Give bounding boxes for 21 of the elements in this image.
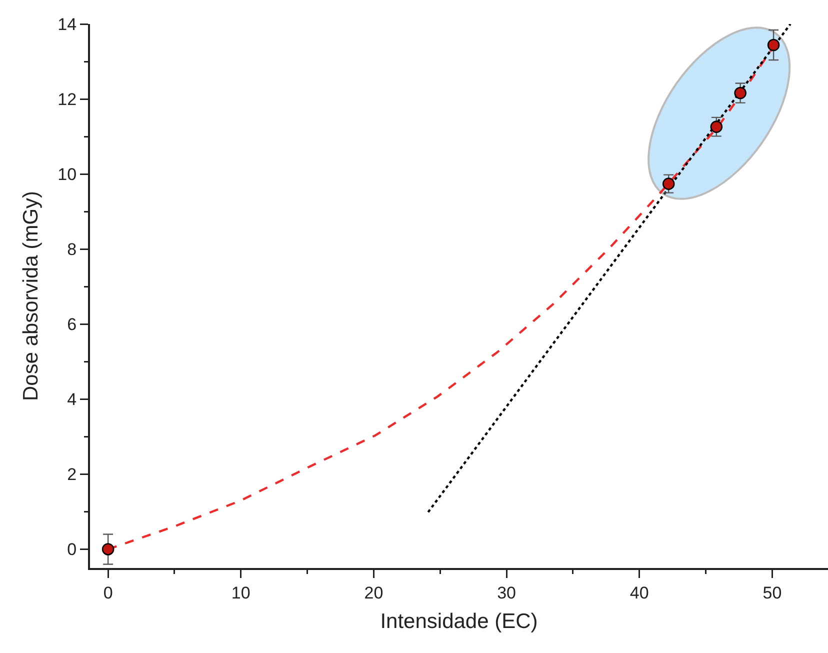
x-tick-label: 30 <box>497 583 516 602</box>
x-tick-label: 10 <box>231 583 250 602</box>
x-tick-label: 50 <box>762 583 782 602</box>
x-axis-title: Intensidade (EC) <box>380 610 538 634</box>
point <box>767 38 780 52</box>
point <box>102 543 114 556</box>
y-tick-label: 10 <box>58 165 77 184</box>
y-tick-label: 8 <box>67 240 77 260</box>
point <box>662 178 675 190</box>
y-tick-label: 14 <box>58 14 77 34</box>
point <box>734 86 746 100</box>
x-tick-label: 0 <box>103 583 113 602</box>
y-axis-title: Dose absorvida (mGy) <box>19 190 42 402</box>
y-tick-label: 0 <box>67 540 77 560</box>
y-tick-label: 4 <box>67 390 77 410</box>
y-tick-label: 6 <box>67 315 77 334</box>
y-tick-label: 12 <box>58 90 77 109</box>
x-tick-label: 40 <box>630 583 649 602</box>
point <box>710 120 723 133</box>
x-tick-label: 20 <box>364 583 384 602</box>
y-tick-label: 2 <box>67 465 77 484</box>
